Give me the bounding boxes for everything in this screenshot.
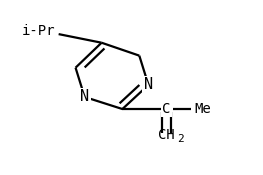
Text: N: N — [80, 89, 89, 104]
Text: 2: 2 — [177, 134, 184, 144]
Text: N: N — [144, 77, 153, 92]
Text: CH: CH — [158, 128, 175, 142]
Text: Me: Me — [194, 102, 211, 116]
Text: C: C — [163, 102, 171, 116]
Text: i-Pr: i-Pr — [22, 24, 56, 38]
